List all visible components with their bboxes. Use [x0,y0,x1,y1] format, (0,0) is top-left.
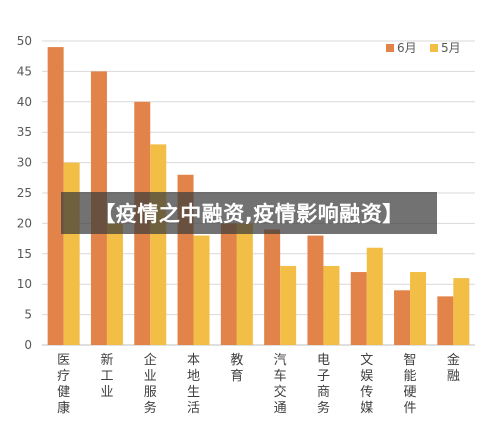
bar-jun-6 [307,235,324,345]
y-tick-label-35: 35 [17,125,32,139]
x-label-8: 智能硬件 [404,353,417,416]
bar-may-7 [366,247,383,345]
y-axis-ticks: 0 5 10 15 20 25 30 35 40 45 50 [17,34,32,352]
bar-may-9 [453,278,470,345]
y-tick-label-10: 10 [17,277,32,291]
y-tick-label-20: 20 [17,216,32,230]
bar-may-4 [236,223,253,345]
x-label-2: 企业服务 [144,352,157,416]
legend: 6月 5月 [386,41,461,55]
y-tick-label-40: 40 [17,95,32,109]
legend-swatch-1 [430,44,438,52]
legend-swatch-0 [386,44,394,52]
bar-may-3 [193,235,210,345]
x-label-0: 医疗健康 [57,353,70,416]
x-label-3: 本地生活 [187,353,200,416]
bar-jun-7 [350,272,367,345]
x-label-9: 金融 [447,352,460,384]
y-tick-label-5: 5 [24,308,32,322]
x-axis-labels: 医疗健康 新工业 企业服务 本地生活 教育 汽车交通 电子商务 文娱传媒 智能硬件 金融 [57,352,460,416]
bar-jun-5 [264,229,281,345]
bar-jun-4 [220,223,237,345]
bar-may-0 [63,162,80,345]
bar-jun-8 [394,290,411,345]
x-label-5: 汽车交通 [274,353,287,416]
y-tick-label-0: 0 [24,338,32,352]
bar-may-5 [280,265,297,345]
bar-may-6 [323,265,340,345]
x-label-7: 文娱传媒 [360,353,373,416]
legend-label-1: 5月 [441,41,461,55]
bar-may-1 [106,223,123,345]
caption-banner: 【疫情之中融资,疫情影响融资】 [61,192,437,234]
y-tick-label-25: 25 [17,186,32,200]
bar-may-2 [150,144,167,345]
y-tick-label-45: 45 [17,64,32,78]
x-label-4: 教育 [230,352,243,384]
bar-jun-0 [47,47,64,346]
x-label-6: 电子商务 [317,353,330,416]
y-tick-label-50: 50 [17,34,32,48]
x-label-1: 新工业 [100,352,113,400]
y-tick-label-15: 15 [17,247,32,261]
y-tick-label-30: 30 [17,156,32,170]
legend-label-0: 6月 [397,41,417,55]
bar-may-8 [410,272,427,345]
bar-jun-9 [437,296,454,345]
